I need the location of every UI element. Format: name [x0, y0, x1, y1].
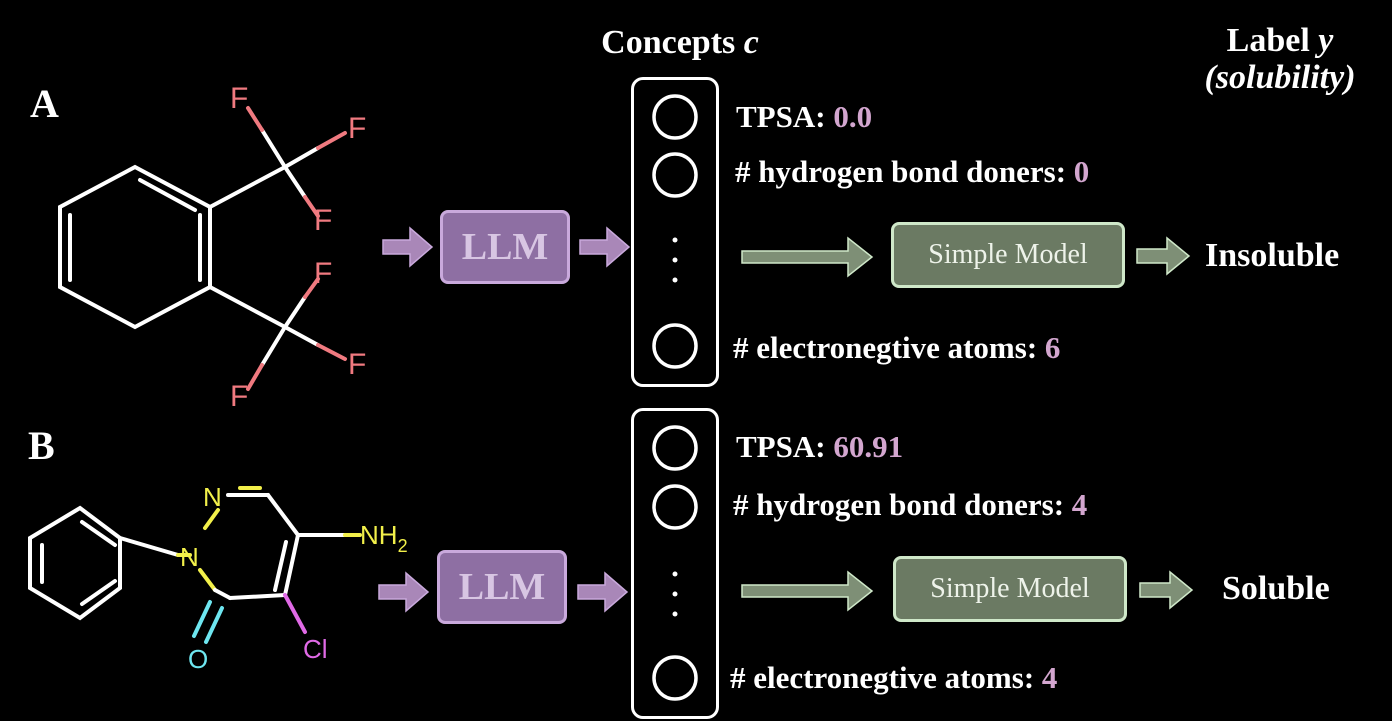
simple-model-box-b: Simple Model — [893, 556, 1127, 622]
concepts-header: Concepts c — [560, 24, 800, 61]
atom-nh-label: NH — [360, 520, 398, 550]
atom-f-6: F — [230, 380, 248, 413]
ellipsis-b-2 — [672, 591, 678, 597]
panel-b-letter: B — [28, 423, 55, 468]
atom-n-2: N — [180, 542, 199, 572]
atom-f-2: F — [348, 112, 366, 145]
result-b: Soluble — [1222, 570, 1330, 607]
concept-b-electroneg: # electronegtive atoms: 4 — [730, 660, 1057, 696]
concept-node-a-2 — [652, 152, 698, 198]
concept-a-electroneg-value: 6 — [1044, 330, 1061, 365]
label-variable: y — [1318, 22, 1334, 59]
concept-a-hbd-name: # hydrogen bond doners: — [735, 154, 1074, 189]
arrow-b-to-llm — [378, 571, 430, 613]
atom-f-1: F — [230, 82, 248, 115]
arrow-b-to-model — [741, 570, 874, 612]
concept-b-hbd-value: 4 — [1071, 487, 1088, 522]
concept-b-electroneg-value: 4 — [1041, 660, 1058, 695]
concepts-variable: c — [743, 24, 759, 61]
atom-f-5: F — [348, 348, 366, 381]
arrow-b-to-result — [1139, 570, 1194, 610]
arrow-a-llm-to-concepts — [579, 226, 631, 268]
atom-cl: Cl — [303, 634, 328, 664]
concepts-header-text: Concepts — [601, 24, 744, 61]
simple-model-box-a: Simple Model — [891, 222, 1125, 288]
panel-a-letter: A — [30, 81, 59, 126]
molecule-a-structure: F F F F F F — [58, 82, 366, 413]
concept-b-hbd: # hydrogen bond doners: 4 — [733, 487, 1087, 523]
atom-nh2: NH2 — [360, 520, 408, 556]
concept-b-tpsa-name: TPSA: — [736, 429, 834, 464]
concept-a-tpsa: TPSA: 0.0 — [736, 99, 872, 135]
atom-f-3: F — [314, 204, 332, 237]
atom-n-1: N — [203, 482, 222, 512]
label-subtitle: (solubility) — [1204, 59, 1356, 97]
atom-o: O — [188, 644, 208, 674]
ellipsis-b-3 — [672, 611, 678, 617]
concept-a-tpsa-value: 0.0 — [833, 99, 873, 134]
concept-a-tpsa-name: TPSA: — [736, 99, 834, 134]
arrow-a-to-result — [1136, 236, 1191, 276]
concept-node-b-3 — [652, 655, 698, 701]
concept-b-tpsa-value: 60.91 — [833, 429, 904, 464]
concept-b-electroneg-name: # electronegtive atoms: — [730, 660, 1042, 695]
concept-node-b-1 — [652, 425, 698, 471]
arrow-b-llm-to-concepts — [577, 571, 629, 613]
label-header-text: Label — [1226, 22, 1319, 59]
ellipsis-b-1 — [672, 571, 678, 577]
llm-box-a: LLM — [440, 210, 570, 284]
concept-node-a-3 — [652, 323, 698, 369]
concept-a-hbd-value: 0 — [1073, 154, 1090, 189]
result-a: Insoluble — [1205, 237, 1340, 274]
arrow-a-to-llm — [382, 226, 434, 268]
ellipsis-a-2 — [672, 257, 678, 263]
concept-a-hbd: # hydrogen bond doners: 0 — [735, 154, 1089, 190]
atom-nh-subscript: 2 — [398, 536, 408, 556]
label-header: Label y (solubility) — [1180, 22, 1380, 97]
arrow-a-to-model — [741, 236, 874, 278]
ellipsis-a-3 — [672, 277, 678, 283]
concept-node-b-2 — [652, 484, 698, 530]
ellipsis-a-1 — [672, 237, 678, 243]
concept-a-electroneg: # electronegtive atoms: 6 — [733, 330, 1060, 366]
concept-node-a-1 — [652, 94, 698, 140]
concept-b-tpsa: TPSA: 60.91 — [736, 429, 903, 465]
concept-frame-b — [631, 408, 719, 719]
concept-b-hbd-name: # hydrogen bond doners: — [733, 487, 1072, 522]
concept-a-electroneg-name: # electronegtive atoms: — [733, 330, 1045, 365]
atom-f-4: F — [314, 257, 332, 290]
concept-frame-a — [631, 77, 719, 387]
llm-box-b: LLM — [437, 550, 567, 624]
molecule-b-structure: N N NH2 O Cl — [28, 482, 408, 674]
